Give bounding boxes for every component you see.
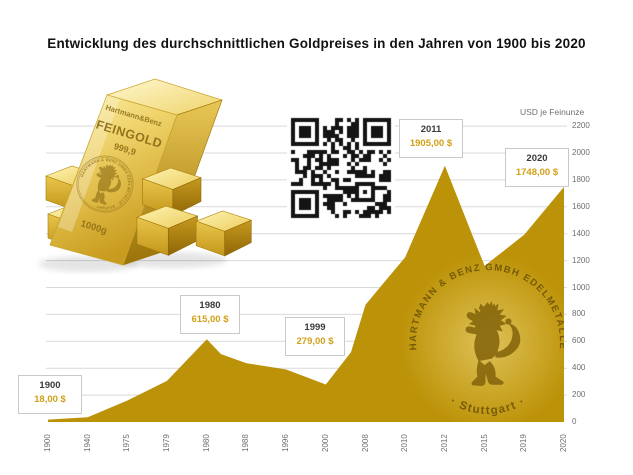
callout-1900: 1900 18,00 $ [18, 375, 82, 414]
y-axis-unit-label: USD je Feinunze [520, 107, 585, 117]
x-axis-tick-label: 2015 [479, 434, 489, 452]
y-axis-tick-label: 2200 [572, 121, 590, 131]
chart-title: Entwicklung des durchschnittlichen Goldp… [47, 36, 586, 51]
y-axis-tick-label: 1600 [572, 201, 590, 211]
y-axis-tick-label: 400 [572, 363, 586, 373]
callout-value: 279,00 $ [296, 336, 334, 347]
watermark-logo: HARTMANN & BENZ GMBH EDELMETALLE · Stutt… [400, 254, 564, 423]
x-axis-tick-label: 2020 [559, 434, 568, 452]
x-axis-tick-label: 2010 [400, 434, 410, 452]
callout-year: 2011 [420, 124, 442, 135]
callout-year: 2020 [526, 153, 548, 164]
y-axis-tick-label: 600 [572, 336, 586, 346]
x-axis-tick-label: 1996 [281, 434, 291, 452]
callout-year: 1900 [39, 380, 61, 391]
callout-year: 1980 [199, 300, 221, 311]
callout-1980: 1980 615,00 $ [180, 295, 240, 334]
callout-value: 615,00 $ [191, 314, 229, 325]
x-axis-tick-label: 2012 [439, 434, 449, 452]
y-axis-tick-label: 2000 [572, 148, 590, 157]
callout-value: 1905,00 $ [409, 138, 453, 149]
x-axis-tick-label: 1975 [122, 434, 132, 452]
x-axis-tick-label: 1900 [43, 434, 52, 452]
callout-1999: 1999 279,00 $ [285, 317, 345, 356]
x-axis-tick-label: 2008 [360, 434, 370, 452]
y-axis-tick-label: 0 [572, 417, 577, 426]
y-axis-tick-label: 1000 [572, 282, 590, 292]
callout-value: 18,00 $ [34, 394, 66, 405]
y-axis-tick-label: 200 [572, 390, 586, 400]
x-axis-tick-label: 1979 [162, 434, 172, 452]
x-axis-tick-label: 2000 [320, 434, 330, 452]
gold-bar-small [195, 210, 252, 257]
y-axis-tick-label: 800 [572, 309, 586, 319]
y-axis-tick-label: 1400 [572, 228, 590, 238]
x-axis-tick-label: 2019 [519, 434, 529, 452]
x-axis-tick-label: 1988 [241, 434, 251, 452]
y-axis-tick-label: 1200 [572, 255, 590, 265]
x-axis-tick-label: 1980 [201, 434, 211, 452]
callout-2011: 2011 1905,00 $ [399, 119, 463, 158]
x-axis-tick-label: 1940 [82, 434, 92, 452]
qr-code [287, 114, 395, 222]
callout-value: 1748,00 $ [515, 167, 559, 178]
y-axis-tick-label: 1800 [572, 174, 590, 184]
callout-year: 1999 [304, 322, 326, 333]
callout-2020: 2020 1748,00 $ [505, 148, 569, 187]
